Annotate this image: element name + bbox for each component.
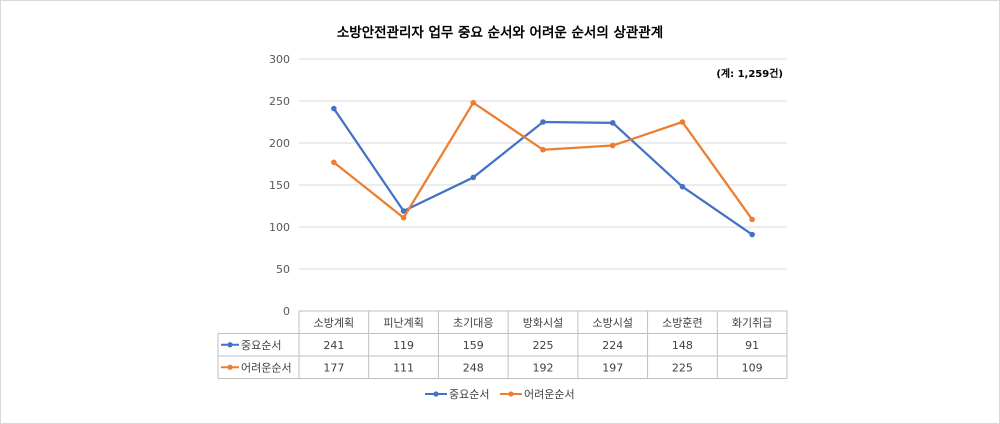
- x-tick-label: 초기대응: [453, 317, 493, 330]
- data-point: [609, 142, 616, 149]
- table-cell-value: 241: [323, 339, 344, 352]
- x-tick-label: 소방훈련: [662, 317, 702, 330]
- x-tick-label: 화기취급: [732, 317, 772, 330]
- data-point: [331, 159, 337, 166]
- table-cell-value: 148: [672, 339, 693, 352]
- data-point: [609, 120, 616, 126]
- data-point: [470, 174, 477, 181]
- table-cell-value: 225: [672, 361, 693, 374]
- y-tick-label: 250: [269, 95, 290, 108]
- series-line: [332, 107, 753, 236]
- legend-marker: [508, 391, 514, 397]
- y-tick-label: 0: [283, 305, 290, 318]
- data-point: [540, 146, 546, 153]
- table-cell-value: 109: [742, 361, 763, 374]
- legend-marker: [433, 391, 439, 397]
- data-point: [679, 183, 686, 190]
- y-tick-label: 200: [269, 137, 290, 150]
- chart-title: 소방안전관리자 업무 중요 순서와 어려운 순서의 상관관계: [337, 24, 663, 41]
- x-tick-label: 피난계획: [383, 317, 423, 330]
- y-tick-label: 50: [276, 263, 290, 276]
- table-cell-value: 192: [533, 361, 554, 374]
- table-cell-value: 159: [463, 339, 484, 352]
- table-series-name: 중요순서: [241, 339, 281, 352]
- table-cell-value: 248: [463, 361, 484, 374]
- x-tick-label: 방화시설: [523, 317, 563, 330]
- legend-label: 어려운순서: [524, 388, 575, 401]
- data-point: [749, 216, 755, 223]
- table-series-name: 어려운순서: [241, 361, 292, 374]
- table-legend-marker: [227, 364, 233, 370]
- y-tick-label: 100: [269, 221, 290, 234]
- data-point: [749, 231, 755, 238]
- x-tick-label: 소방시설: [592, 317, 632, 330]
- table-cell-value: 111: [393, 361, 414, 374]
- total-note: (계: 1,259건): [716, 67, 783, 80]
- data-point: [470, 99, 477, 106]
- data-point: [331, 105, 337, 112]
- data-point: [400, 214, 407, 221]
- x-tick-label: 소방계획: [314, 317, 354, 330]
- table-legend-marker: [227, 342, 233, 348]
- table-cell-value: 119: [393, 339, 414, 352]
- table-cell-value: 224: [602, 339, 623, 352]
- table-cell-value: 225: [533, 339, 554, 352]
- y-tick-label: 300: [269, 53, 290, 66]
- data-point: [400, 208, 407, 214]
- table-cell-value: 177: [323, 361, 344, 374]
- table-cell-value: 91: [745, 339, 759, 352]
- y-tick-label: 150: [269, 179, 290, 192]
- table-cell-value: 197: [602, 361, 623, 374]
- legend-label: 중요순서: [449, 388, 489, 401]
- data-point: [540, 119, 546, 125]
- data-point: [679, 119, 686, 125]
